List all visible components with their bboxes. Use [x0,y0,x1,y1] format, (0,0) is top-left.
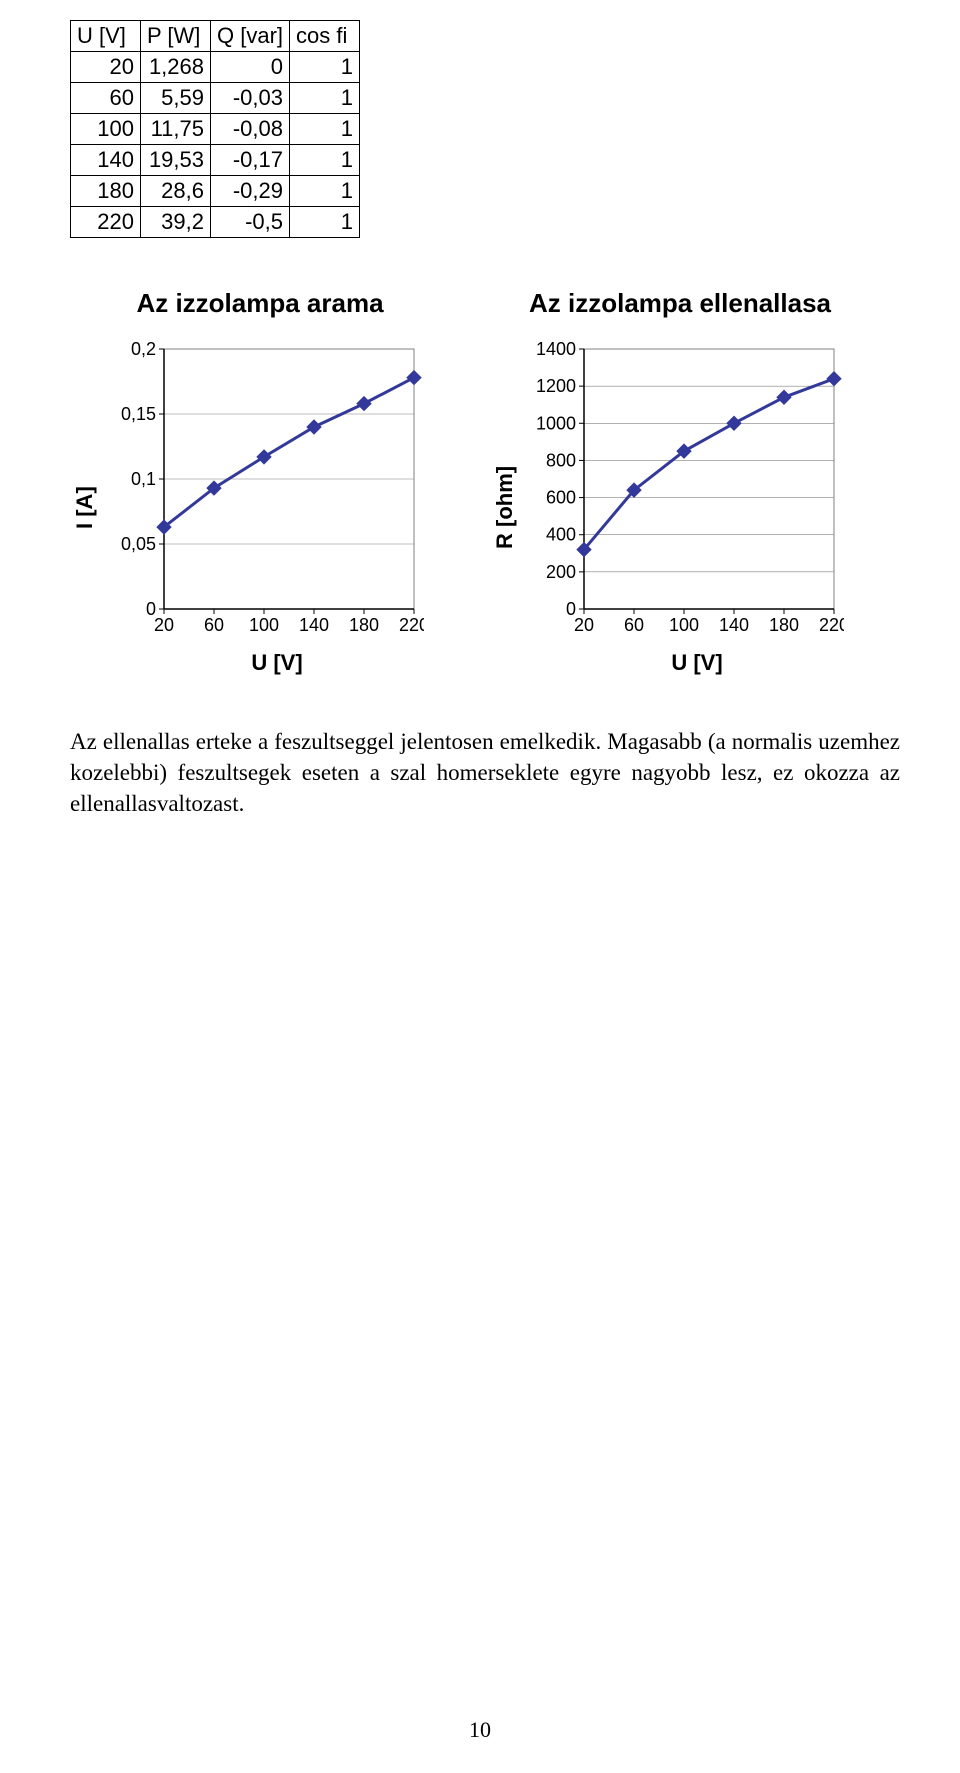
svg-text:220: 220 [399,615,424,635]
table-cell: 39,2 [141,207,211,238]
table-cell: 180 [71,176,141,207]
chart-plot-wrap: 0200400600800100012001400206010014018022… [524,339,870,676]
data-table: U [V] P [W] Q [var] cos fi 20 1,268 0 1 … [70,20,360,238]
svg-text:1200: 1200 [536,376,576,396]
table-cell: 19,53 [141,145,211,176]
table-cell: 11,75 [141,114,211,145]
table-header-row: U [V] P [W] Q [var] cos fi [71,21,360,52]
chart-svg: 0200400600800100012001400206010014018022… [524,339,844,639]
table-body: 20 1,268 0 1 60 5,59 -0,03 1 100 11,75 -… [71,52,360,238]
table-cell: 1,268 [141,52,211,83]
chart-xlabel: U [V] [524,650,870,676]
table-cell: -0,17 [211,145,290,176]
chart-xlabel: U [V] [104,650,450,676]
table-cell: -0,5 [211,207,290,238]
table-cell: 1 [290,207,360,238]
chart-title: Az izzolampa ellenallasa [490,288,870,319]
svg-text:0,2: 0,2 [131,339,156,359]
table-header: U [V] [71,21,141,52]
svg-text:100: 100 [669,615,699,635]
table-cell: 5,59 [141,83,211,114]
svg-text:200: 200 [546,562,576,582]
svg-text:0,1: 0,1 [131,469,156,489]
svg-text:1400: 1400 [536,339,576,359]
svg-text:180: 180 [769,615,799,635]
svg-text:20: 20 [154,615,174,635]
chart-ylabel: I [A] [70,339,100,676]
table-cell: 220 [71,207,141,238]
chart-area: I [A] 00,050,10,150,22060100140180220 U … [70,339,450,676]
table-cell: -0,08 [211,114,290,145]
svg-text:1000: 1000 [536,413,576,433]
table-row: 100 11,75 -0,08 1 [71,114,360,145]
table-cell: 1 [290,52,360,83]
svg-text:20: 20 [574,615,594,635]
svg-text:60: 60 [204,615,224,635]
page-number: 10 [0,1717,960,1743]
svg-text:140: 140 [719,615,749,635]
svg-text:220: 220 [819,615,844,635]
table-header: cos fi [290,21,360,52]
table-header: P [W] [141,21,211,52]
chart-current: Az izzolampa arama I [A] 00,050,10,150,2… [70,288,450,676]
table-cell: -0,29 [211,176,290,207]
table-cell: 28,6 [141,176,211,207]
table-row: 140 19,53 -0,17 1 [71,145,360,176]
table-cell: 60 [71,83,141,114]
svg-text:100: 100 [249,615,279,635]
page: U [V] P [W] Q [var] cos fi 20 1,268 0 1 … [0,0,960,1773]
chart-title: Az izzolampa arama [70,288,450,319]
svg-text:400: 400 [546,525,576,545]
charts-row: Az izzolampa arama I [A] 00,050,10,150,2… [70,288,900,676]
svg-text:140: 140 [299,615,329,635]
chart-plot-wrap: 00,050,10,150,22060100140180220 U [V] [104,339,450,676]
table-row: 220 39,2 -0,5 1 [71,207,360,238]
svg-text:0,05: 0,05 [121,534,156,554]
svg-text:800: 800 [546,450,576,470]
svg-text:600: 600 [546,488,576,508]
svg-text:0,15: 0,15 [121,404,156,424]
table-cell: -0,03 [211,83,290,114]
chart-ylabel: R [ohm] [490,339,520,676]
svg-text:60: 60 [624,615,644,635]
table-row: 180 28,6 -0,29 1 [71,176,360,207]
caption-text: Az ellenallas erteke a feszultseggel jel… [70,726,900,819]
table-cell: 1 [290,83,360,114]
table-row: 60 5,59 -0,03 1 [71,83,360,114]
table-cell: 20 [71,52,141,83]
table-header: Q [var] [211,21,290,52]
table-cell: 1 [290,145,360,176]
svg-text:180: 180 [349,615,379,635]
table-cell: 1 [290,176,360,207]
chart-svg: 00,050,10,150,22060100140180220 [104,339,424,639]
chart-resistance: Az izzolampa ellenallasa R [ohm] 0200400… [490,288,870,676]
table-cell: 100 [71,114,141,145]
table-cell: 140 [71,145,141,176]
table-cell: 0 [211,52,290,83]
table-row: 20 1,268 0 1 [71,52,360,83]
table-cell: 1 [290,114,360,145]
chart-area: R [ohm] 02004006008001000120014002060100… [490,339,870,676]
